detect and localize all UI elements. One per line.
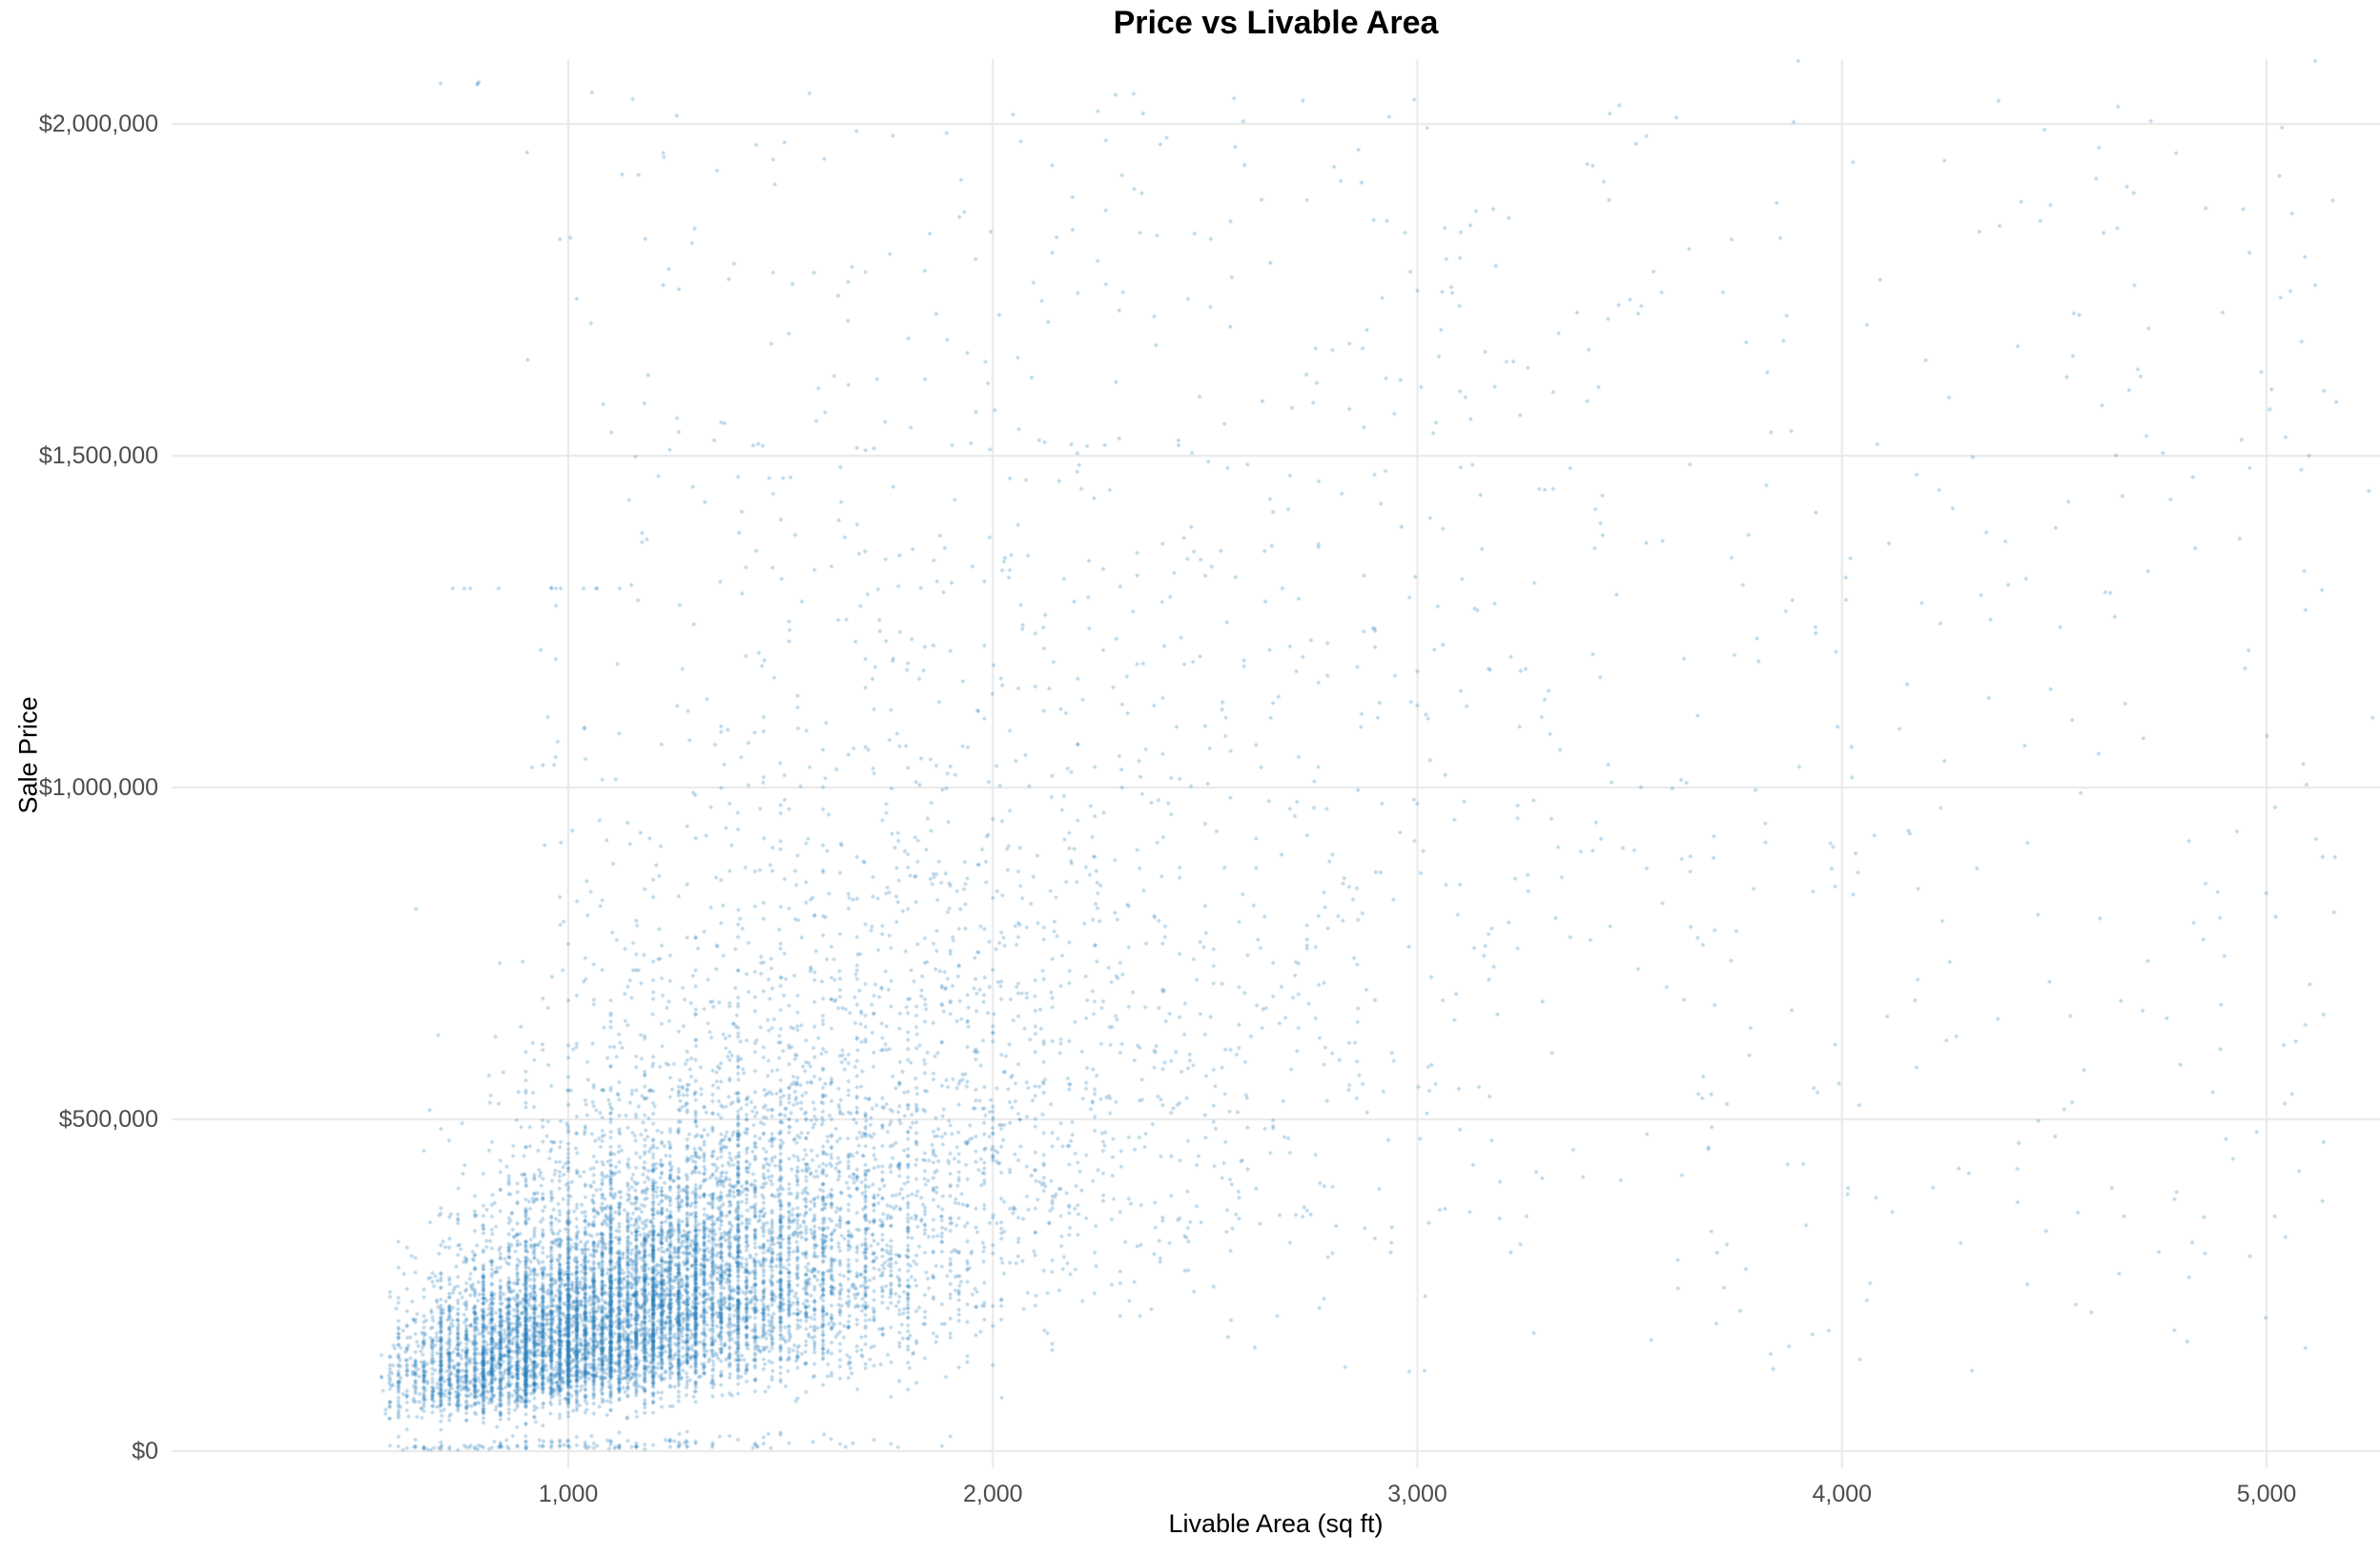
x-tick-label: 3,000 — [1387, 1481, 1447, 1507]
chart-title: Price vs Livable Area — [1113, 5, 1439, 41]
x-tick-label: 1,000 — [538, 1481, 599, 1507]
x-tick-label: 5,000 — [2236, 1481, 2297, 1507]
y-tick-label: $0 — [132, 1438, 158, 1464]
x-axis-title: Livable Area (sq ft) — [1168, 1509, 1384, 1538]
x-tick-label: 2,000 — [962, 1481, 1023, 1507]
y-tick-label: $2,000,000 — [38, 111, 158, 137]
y-tick-label: $1,000,000 — [38, 774, 158, 801]
y-tick-label: $500,000 — [58, 1106, 158, 1133]
y-tick-label: $1,500,000 — [38, 442, 158, 469]
x-tick-label: 4,000 — [1812, 1481, 1873, 1507]
